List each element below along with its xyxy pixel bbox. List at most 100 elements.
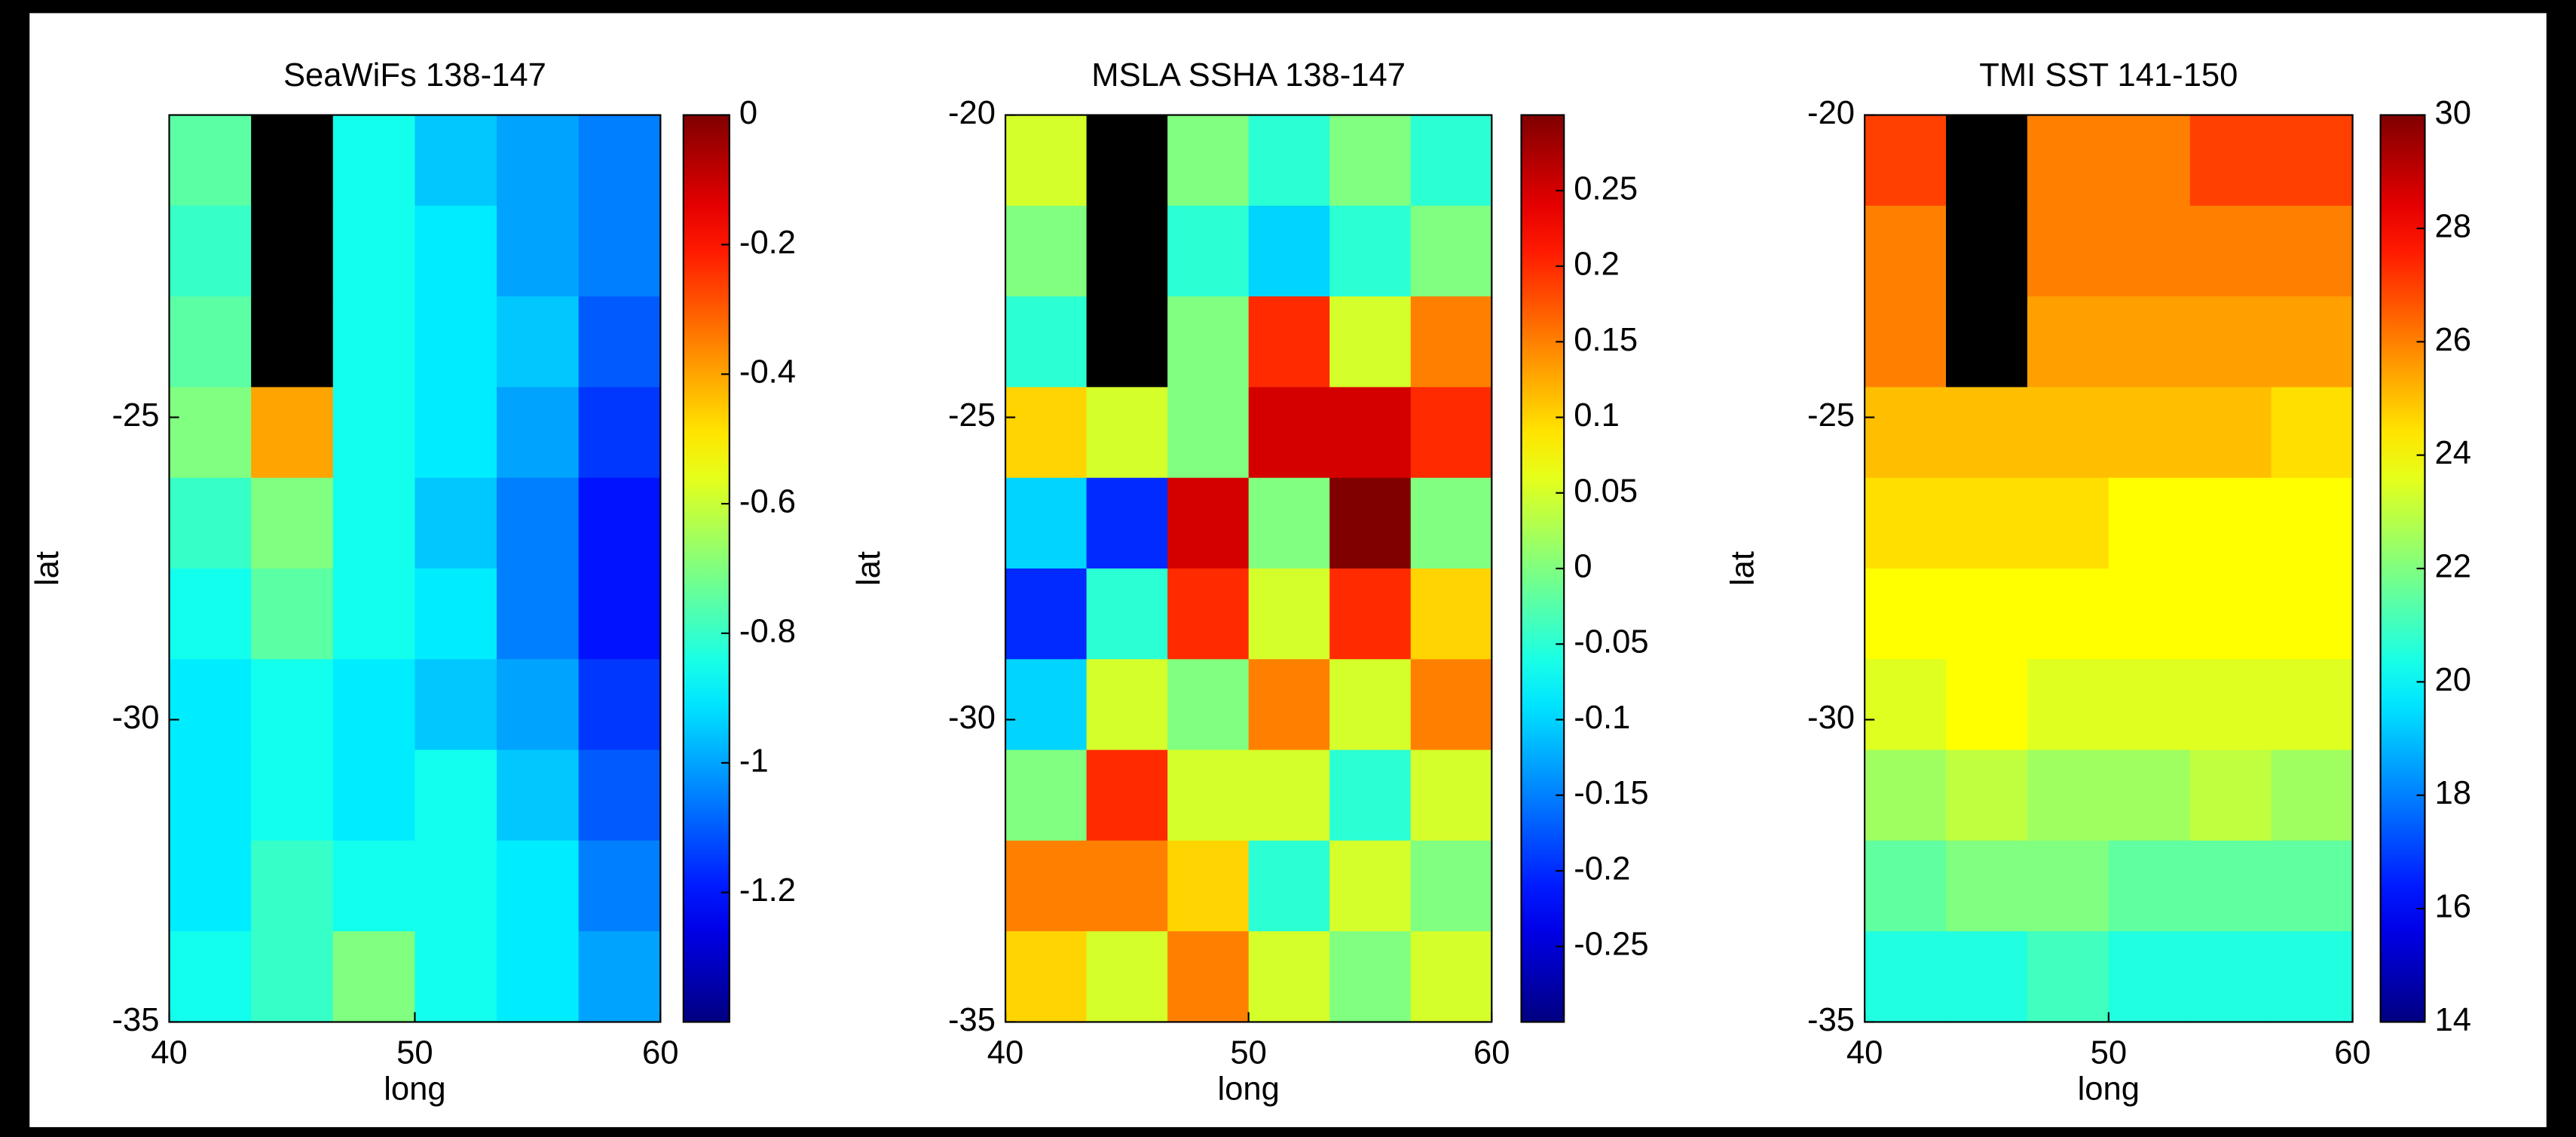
heat-cell [2108,115,2191,207]
heat-cell [2027,840,2109,933]
heat-cell [415,205,498,298]
y-tick-label: -30 [112,700,159,736]
heat-cell [2027,931,2109,1023]
heat-cell [1865,387,1947,479]
heat-cell [415,931,498,1023]
heat-cell [1005,659,1088,751]
heat-cell [251,387,334,479]
heat-cell [1005,568,1088,660]
heat-cell [1005,115,1088,207]
heat-cell [332,749,416,841]
heat-cell [251,840,334,933]
heat-cell [2189,477,2272,570]
heat-cell [1329,115,1412,207]
heat-cell [2027,387,2109,479]
heat-cell [1410,387,1493,479]
heat-cell [2189,931,2272,1023]
y-tick-label: -35 [112,1002,159,1038]
heat-cell [2027,749,2109,841]
heat-cell [1086,749,1169,841]
heat-cell [1167,931,1250,1023]
y-axis-label: lat [1725,551,1761,586]
heat-cell [332,205,416,298]
heat-cell [1410,749,1493,841]
heat-cell [2189,387,2272,479]
x-tick-label: 50 [396,1035,433,1071]
heat-cell [2027,568,2109,660]
colorbar-tick-label: -0.1 [1574,700,1630,736]
heat-cell [1410,568,1493,660]
heat-cell [1329,296,1412,388]
heat-cell [251,477,334,570]
heat-cell [2271,477,2354,570]
heat-cell [578,296,662,388]
heat-cell [332,840,416,933]
heat-cell [1946,840,2029,933]
heat-cell [1946,749,2029,841]
heat-cell [2271,659,2354,751]
heat-cell [332,296,416,388]
heat-cell [1086,931,1169,1023]
land-cell [1946,115,2029,207]
heat-cell [2189,840,2272,933]
heat-cell [1005,477,1088,570]
colorbar-tick-label: 0 [1574,549,1592,585]
land-cell [1086,205,1169,298]
heat-cell [2271,115,2354,207]
heat-cell [1865,296,1947,388]
heat-cell [169,749,252,841]
x-tick-label: 40 [1846,1035,1883,1071]
heat-cell [2189,296,2272,388]
heat-cell [1248,568,1331,660]
heat-cell [1329,840,1412,933]
heat-cell [251,749,334,841]
heat-cell [578,749,662,841]
heat-cell [1005,840,1088,933]
colorbar-tick-label: -0.4 [739,354,796,391]
colorbar-tick-label: 18 [2435,775,2471,811]
heat-cell [497,568,580,660]
heat-cell [169,931,252,1023]
panel-title: SeaWiFs 138-147 [283,57,546,93]
heat-cell [1865,115,1947,207]
heat-cell [1946,659,2029,751]
heat-cell [1086,477,1169,570]
y-tick-label: -25 [112,397,159,434]
colorbar-tick-label: -0.8 [739,613,796,649]
heat-cell [2108,477,2191,570]
heat-cell [169,205,252,298]
heat-cell [1248,387,1331,479]
heat-cell [251,568,334,660]
heat-cell [578,115,662,207]
x-tick-label: 60 [2334,1035,2370,1071]
heat-cell [415,387,498,479]
heat-cell [1865,659,1947,751]
heat-cell [1329,205,1412,298]
heat-cell [1410,205,1493,298]
heat-cell [2271,296,2354,388]
y-tick-label: -35 [1807,1002,1855,1038]
y-tick-label: -20 [1807,95,1855,131]
heat-cell [1167,477,1250,570]
heat-cell [332,659,416,751]
x-axis-label: long [1217,1071,1279,1108]
heat-cell [1086,659,1169,751]
colorbar-tick-label: -0.05 [1574,624,1648,660]
heat-cell [578,205,662,298]
heat-cell [1946,568,2029,660]
heat-cell [578,568,662,660]
land-cell [251,205,334,298]
land-cell [251,115,334,207]
heat-cell [497,296,580,388]
heat-cell [1865,931,1947,1023]
heat-cell [1167,840,1250,933]
heat-cell [1410,477,1493,570]
colorbar-tick-label: 20 [2435,662,2471,698]
y-tick-label: -20 [948,95,996,131]
heat-cell [1086,387,1169,479]
heat-cell [415,296,498,388]
heat-cell [1167,205,1250,298]
land-cell [251,296,334,388]
heat-cell [1005,387,1088,479]
